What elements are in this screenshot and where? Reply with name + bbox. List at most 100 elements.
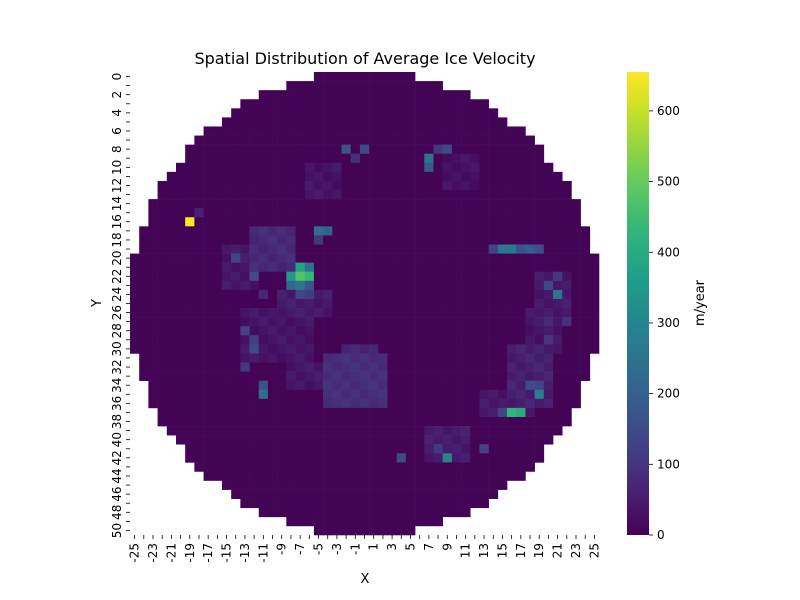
heatmap-cell bbox=[203, 317, 214, 327]
heatmap-cell bbox=[323, 126, 333, 136]
heatmap-cell bbox=[396, 462, 407, 472]
heatmap-cell bbox=[516, 289, 526, 300]
heatmap-cell bbox=[387, 462, 397, 472]
heatmap-cell bbox=[323, 462, 333, 472]
heatmap-cell bbox=[148, 235, 158, 245]
heatmap-cell bbox=[249, 217, 260, 227]
heatmap-cell bbox=[249, 407, 260, 418]
heatmap-cell bbox=[415, 398, 425, 409]
heatmap-cell bbox=[396, 516, 407, 527]
heatmap-cell bbox=[451, 135, 462, 145]
heatmap-cell bbox=[332, 162, 342, 173]
heatmap-cell bbox=[359, 208, 370, 218]
heatmap-cell bbox=[387, 208, 397, 218]
heatmap-cell bbox=[516, 471, 526, 481]
heatmap-cell bbox=[295, 108, 306, 118]
heatmap-cell bbox=[267, 362, 278, 372]
heatmap-cell bbox=[295, 498, 306, 509]
heatmap-cell bbox=[396, 426, 407, 436]
heatmap-cell bbox=[534, 244, 545, 254]
heatmap-cell bbox=[387, 262, 397, 273]
heatmap-cell bbox=[258, 398, 269, 409]
heatmap-cell bbox=[525, 162, 535, 173]
heatmap-cell bbox=[359, 226, 370, 236]
heatmap-cell bbox=[231, 407, 241, 418]
heatmap-cell bbox=[571, 253, 581, 263]
heatmap-cell bbox=[194, 280, 204, 291]
heatmap-cell bbox=[323, 308, 333, 318]
heatmap-cell bbox=[203, 217, 214, 227]
heatmap-cell bbox=[387, 271, 397, 282]
heatmap-cell bbox=[378, 435, 388, 445]
heatmap-cell bbox=[194, 153, 204, 164]
heatmap-cell bbox=[470, 190, 480, 200]
heatmap-cell bbox=[267, 480, 278, 490]
heatmap-cell bbox=[479, 108, 489, 118]
heatmap-cell bbox=[479, 498, 489, 509]
heatmap-cell bbox=[396, 280, 407, 291]
heatmap-cell bbox=[571, 380, 581, 391]
y-tick-label: 30 bbox=[110, 341, 124, 356]
heatmap-cell bbox=[369, 335, 379, 345]
heatmap-cell bbox=[240, 335, 250, 345]
heatmap-cell bbox=[451, 344, 462, 354]
heatmap-cell bbox=[295, 190, 306, 200]
heatmap-cell bbox=[240, 380, 250, 391]
heatmap-cell bbox=[461, 335, 471, 345]
heatmap-cell bbox=[258, 262, 269, 273]
heatmap-cell bbox=[249, 99, 260, 109]
heatmap-cell bbox=[249, 308, 260, 318]
heatmap-cell bbox=[470, 289, 480, 300]
heatmap-cell bbox=[479, 435, 489, 445]
heatmap-cell bbox=[461, 153, 471, 164]
heatmap-cell bbox=[470, 235, 480, 245]
heatmap-cell bbox=[323, 326, 333, 336]
heatmap-cell bbox=[249, 335, 260, 345]
heatmap-cell bbox=[313, 162, 324, 173]
heatmap-cell bbox=[267, 326, 278, 336]
heatmap-cell bbox=[341, 480, 352, 490]
heatmap-cell bbox=[277, 199, 287, 209]
heatmap-cell bbox=[562, 353, 572, 363]
heatmap-cell bbox=[323, 81, 333, 91]
heatmap-cell bbox=[350, 208, 361, 218]
heatmap-cell bbox=[461, 308, 471, 318]
heatmap-cell bbox=[231, 308, 241, 318]
heatmap-cell bbox=[313, 153, 324, 164]
heatmap-cell bbox=[433, 271, 443, 282]
heatmap-cell bbox=[249, 462, 260, 472]
heatmap-cell bbox=[369, 426, 379, 436]
heatmap-cell bbox=[415, 371, 425, 381]
heatmap-cell bbox=[267, 489, 278, 499]
heatmap-cell bbox=[148, 335, 158, 345]
heatmap-cell bbox=[479, 226, 489, 236]
heatmap-cell bbox=[249, 208, 260, 218]
heatmap-cell bbox=[249, 199, 260, 209]
heatmap-cell bbox=[405, 507, 416, 518]
heatmap-cell bbox=[341, 217, 352, 227]
heatmap-cell bbox=[525, 380, 535, 391]
heatmap-cell bbox=[359, 498, 370, 509]
heatmap-cell bbox=[240, 226, 250, 236]
heatmap-cell bbox=[194, 407, 204, 418]
heatmap-cell bbox=[203, 126, 214, 136]
heatmap-cell bbox=[442, 262, 453, 273]
heatmap-cell bbox=[185, 453, 195, 463]
heatmap-cell bbox=[175, 435, 186, 445]
heatmap-cell bbox=[185, 435, 195, 445]
heatmap-cell bbox=[442, 353, 453, 363]
heatmap-cell bbox=[350, 317, 361, 327]
heatmap-cell bbox=[332, 407, 342, 418]
heatmap-cell bbox=[405, 90, 416, 100]
heatmap-cell bbox=[212, 326, 223, 336]
heatmap-cell bbox=[295, 226, 306, 236]
heatmap-cell bbox=[378, 190, 388, 200]
heatmap-cell bbox=[369, 135, 379, 145]
heatmap-cell bbox=[405, 244, 416, 254]
heatmap-cell bbox=[157, 199, 168, 209]
heatmap-cell bbox=[571, 298, 581, 309]
heatmap-cell bbox=[277, 426, 287, 436]
heatmap-cell bbox=[415, 498, 425, 509]
heatmap-cell bbox=[396, 180, 407, 191]
